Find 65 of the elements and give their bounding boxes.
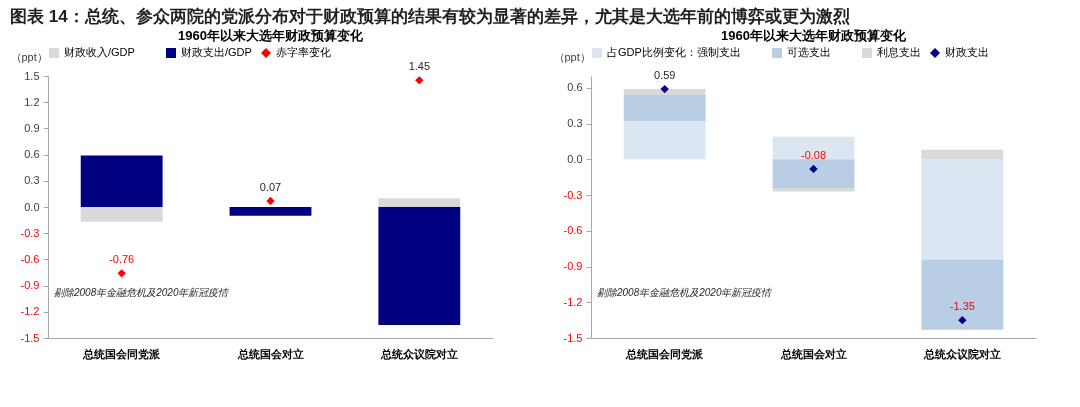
y-tick-label: -1.5 xyxy=(20,331,40,344)
x-tick-label: 总统众议院对立 xyxy=(379,347,458,361)
chart-title: 1960年以来大选年财政预算变化 xyxy=(178,28,364,43)
bar xyxy=(623,89,706,96)
bar xyxy=(772,187,855,192)
y-tick-label: 0.9 xyxy=(24,121,40,134)
data-label: -0.08 xyxy=(800,148,827,161)
legend-label: 财政支出 xyxy=(945,46,989,58)
y-axis-title: （ppt） xyxy=(10,50,48,63)
data-label: 0.59 xyxy=(653,69,676,82)
bar xyxy=(623,121,706,160)
y-tick-label: 0.6 xyxy=(567,81,583,94)
y-tick-label: -0.3 xyxy=(20,226,40,239)
y-tick-label: 0.6 xyxy=(24,148,40,161)
legend-label: 利息支出 xyxy=(877,46,921,58)
data-label: -0.76 xyxy=(109,253,135,266)
bar xyxy=(772,136,855,160)
legend-label: 可选支出 xyxy=(787,46,831,58)
bar xyxy=(80,207,163,222)
x-tick-label: 总统国会对立 xyxy=(236,347,304,360)
annotation: 剔除2008年金融危机及2020年新冠疫情 xyxy=(597,287,774,298)
bar xyxy=(623,95,706,122)
bar xyxy=(921,259,1004,330)
point xyxy=(660,84,669,94)
y-tick-label: -1.5 xyxy=(563,331,583,344)
y-tick-label: -1.2 xyxy=(20,305,40,318)
data-label: 1.45 xyxy=(408,60,431,73)
bar xyxy=(229,207,312,216)
x-tick-label: 总统国会同党派 xyxy=(82,347,162,360)
legend-label: 占GDP比例变化：强制支出 xyxy=(607,46,741,58)
y-tick-label: -0.3 xyxy=(563,188,583,201)
legend-label: 财政支出/GDP xyxy=(181,46,252,58)
y-axis-title: （ppt） xyxy=(553,50,591,63)
point xyxy=(415,76,424,85)
y-tick-label: -0.9 xyxy=(563,260,583,273)
data-label: -1.35 xyxy=(949,300,975,313)
y-tick-label: -0.6 xyxy=(563,224,583,237)
y-tick-label: 0.0 xyxy=(24,200,40,213)
bar xyxy=(378,207,461,325)
y-tick-label: -0.9 xyxy=(20,279,40,292)
bar xyxy=(378,198,461,207)
y-tick-label: -0.6 xyxy=(20,252,40,265)
legend-label: 财政收入/GDP xyxy=(64,46,135,58)
text: 图表 14：总统、参众两院的党派分布对于财政预算的结果有较为显著的差异，尤其是大选年前的博弈或更为激烈 xyxy=(10,6,850,26)
bar xyxy=(921,159,1004,260)
y-tick-label: 1.2 xyxy=(24,95,40,108)
bar xyxy=(921,149,1004,160)
point xyxy=(117,269,126,278)
bar xyxy=(772,159,855,188)
point xyxy=(809,164,818,174)
x-tick-label: 总统众议院对立 xyxy=(922,347,1001,361)
legend-label: 赤字率变化 xyxy=(276,46,331,58)
bar xyxy=(80,155,163,207)
chart-title: 1960年以来大选年财政预算变化 xyxy=(721,28,907,43)
annotation: 剔除2008年金融危机及2020年新冠疫情 xyxy=(54,287,231,298)
data-label: 0.07 xyxy=(259,180,282,193)
y-tick-label: 1.5 xyxy=(24,69,40,82)
y-tick-label: 0.3 xyxy=(567,117,583,130)
y-tick-label: 0.3 xyxy=(24,174,40,187)
y-tick-label: 0.0 xyxy=(567,152,583,165)
x-tick-label: 总统国会对立 xyxy=(779,347,847,360)
y-tick-label: -1.2 xyxy=(563,295,583,308)
point xyxy=(958,315,967,325)
point xyxy=(266,196,275,206)
x-tick-label: 总统国会同党派 xyxy=(625,347,705,360)
